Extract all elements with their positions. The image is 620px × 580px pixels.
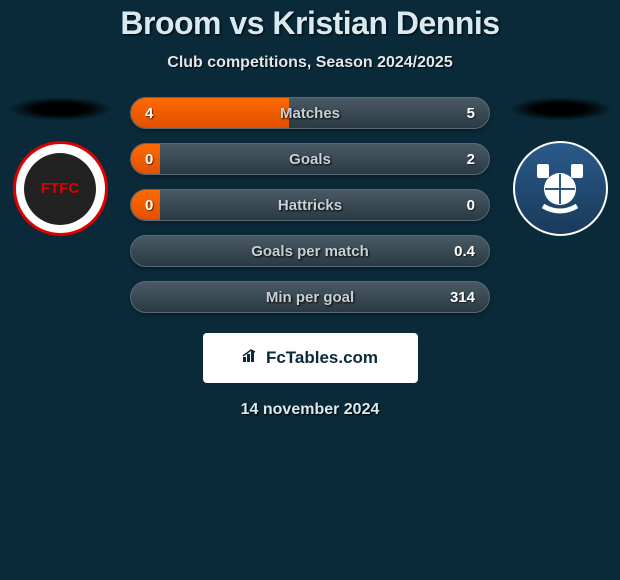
right-team-col <box>500 97 620 236</box>
stat-right-value: 0 <box>467 197 475 214</box>
date-text: 14 november 2024 <box>0 401 620 419</box>
brand-text: FcTables.com <box>266 348 378 368</box>
comparison-card: Broom vs Kristian Dennis Club competitio… <box>0 0 620 419</box>
stat-fill-left <box>131 98 289 128</box>
chart-icon <box>242 349 260 367</box>
page-subtitle: Club competitions, Season 2024/2025 <box>0 54 620 72</box>
stat-left-value: 4 <box>145 105 153 122</box>
stat-right-value: 5 <box>467 105 475 122</box>
stat-row-hattricks: 0 Hattricks 0 <box>130 189 490 221</box>
brand-box[interactable]: FcTables.com <box>203 333 418 383</box>
stat-left-value: 0 <box>145 197 153 214</box>
player-shadow-left <box>8 97 113 121</box>
left-team-logo-text: FTFC <box>24 153 96 225</box>
player-shadow-right <box>508 97 613 121</box>
right-team-crest-icon <box>525 154 595 224</box>
stat-right-value: 2 <box>467 151 475 168</box>
main-row: FTFC 4 Matches 5 0 Goals 2 0 Hattricks 0 <box>0 97 620 313</box>
stat-label: Matches <box>280 105 340 122</box>
stat-label: Min per goal <box>266 289 354 306</box>
stat-right-value: 314 <box>450 289 475 306</box>
stat-row-min-per-goal: Min per goal 314 <box>130 281 490 313</box>
stat-right-value: 0.4 <box>454 243 475 260</box>
left-team-col: FTFC <box>0 97 120 236</box>
stat-row-matches: 4 Matches 5 <box>130 97 490 129</box>
stats-column: 4 Matches 5 0 Goals 2 0 Hattricks 0 Goal… <box>130 97 490 313</box>
stat-label: Goals <box>289 151 331 168</box>
stat-row-goals: 0 Goals 2 <box>130 143 490 175</box>
right-team-logo <box>513 141 608 236</box>
stat-label: Hattricks <box>278 197 342 214</box>
stat-row-goals-per-match: Goals per match 0.4 <box>130 235 490 267</box>
page-title: Broom vs Kristian Dennis <box>0 5 620 42</box>
left-team-logo: FTFC <box>13 141 108 236</box>
stat-left-value: 0 <box>145 151 153 168</box>
stat-label: Goals per match <box>251 243 369 260</box>
